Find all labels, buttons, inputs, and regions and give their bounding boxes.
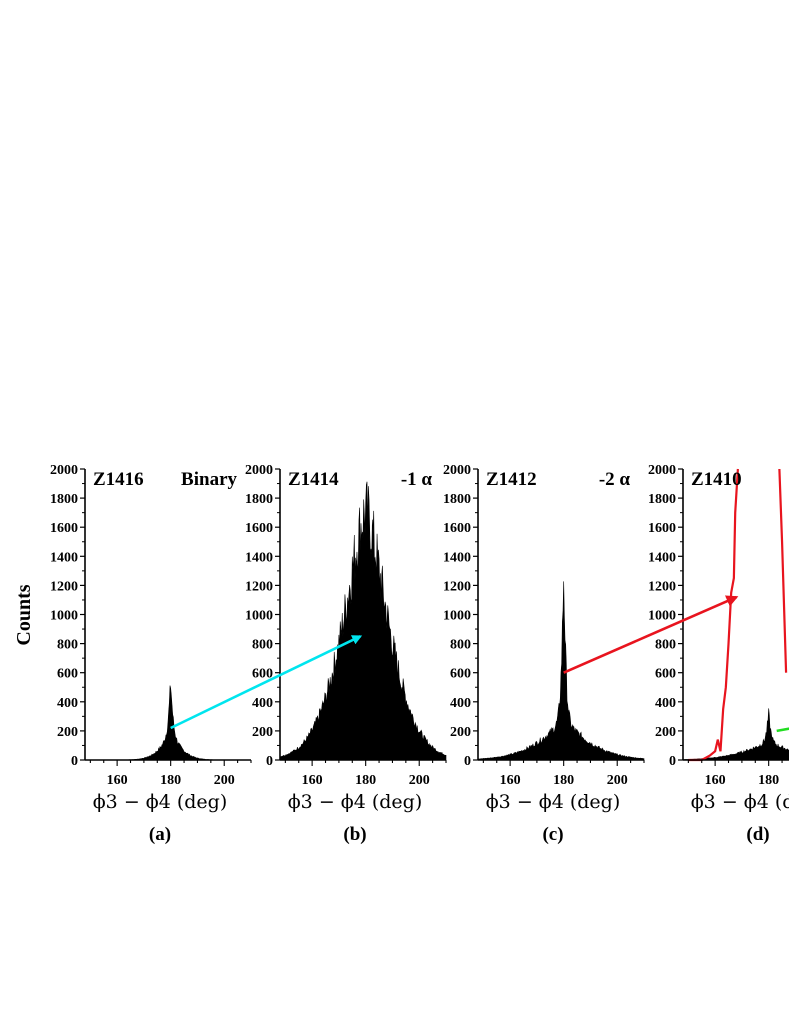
histogram-area-4	[682, 708, 789, 761]
panel-label: (a)	[149, 824, 171, 845]
y-tick-label: 2000	[648, 463, 676, 478]
y-tick-label: 600	[655, 667, 676, 682]
y-tick-label: 0	[266, 754, 273, 769]
y-tick-label: 1200	[50, 579, 78, 594]
y-tick-label: 800	[450, 638, 471, 653]
x-tick-label: 160	[500, 773, 521, 788]
y-tick-label: 2000	[50, 463, 78, 478]
y-tick-label: 1000	[648, 609, 676, 624]
y-tick-label: 1000	[443, 609, 471, 624]
panel-title-left: Z1414	[288, 469, 339, 490]
x-tick-label: 200	[607, 773, 628, 788]
cyan-arrow	[170, 635, 363, 730]
y-tick-label: 800	[57, 638, 78, 653]
red-arrow	[563, 595, 739, 674]
y-tick-label: 600	[450, 667, 471, 682]
y-tick-label: 1200	[648, 579, 676, 594]
x-tick-label: 180	[355, 773, 376, 788]
panel-label: (c)	[542, 824, 563, 845]
y-tick-label: 200	[57, 725, 78, 740]
x-tick-label: 180	[553, 773, 574, 788]
panel-2: 0 200 400 600 800 1000 1200 1400 1600 1800 2000 160…	[245, 463, 447, 845]
y-tick-label: 800	[655, 638, 676, 653]
y-tick-label: 0	[669, 754, 676, 769]
y-tick-label: 1400	[50, 550, 78, 565]
green-arrow	[776, 727, 789, 733]
x-tick-label: 180	[758, 773, 779, 788]
x-tick-label: 160	[705, 773, 726, 788]
panel-3: 0 200 400 600 800 1000 1200 1400 1600 1800 2000 160…	[443, 463, 645, 845]
y-tick-label: 0	[71, 754, 78, 769]
y-tick-label: 600	[252, 667, 273, 682]
y-tick-label: 1800	[443, 492, 471, 507]
panel-4: 0 200 400 600 800 1000 1200 1400 1600 1800 2000 160…	[648, 463, 789, 845]
y-tick-label: 400	[450, 696, 471, 711]
y-tick-label: 1600	[443, 521, 471, 536]
y-tick-label: 200	[252, 725, 273, 740]
y-tick-label: 1000	[245, 609, 273, 624]
y-tick-label: 200	[655, 725, 676, 740]
red-curve-left	[688, 468, 739, 762]
x-axis-label: ϕ3 − ϕ4 (deg)	[486, 791, 621, 813]
y-tick-label: 0	[464, 754, 471, 769]
x-tick-label: 200	[409, 773, 430, 788]
histogram-area-1	[85, 685, 251, 761]
y-tick-label: 1200	[245, 579, 273, 594]
y-axis-label: Counts	[13, 584, 35, 645]
panel-1: 0 200 400 600 800 1000 1200 1400 1600 1800 2000 160…	[50, 463, 252, 845]
panel-title-right: -1 α	[401, 469, 433, 490]
y-tick-label: 1800	[245, 492, 273, 507]
y-tick-label: 400	[252, 696, 273, 711]
x-axis-label: ϕ3 − ϕ4 (deg)	[288, 791, 423, 813]
x-axis-label: ϕ3 − ϕ4 (deg)	[691, 791, 789, 813]
y-tick-label: 1600	[245, 521, 273, 536]
y-tick-label: 1600	[50, 521, 78, 536]
x-tick-label: 200	[214, 773, 235, 788]
x-tick-label: 160	[302, 773, 323, 788]
y-tick-label: 1000	[50, 609, 78, 624]
y-tick-label: 2000	[443, 463, 471, 478]
panel-label: (b)	[343, 824, 366, 845]
y-tick-label: 1200	[443, 579, 471, 594]
red-curve-right	[778, 468, 788, 673]
x-axis-label: ϕ3 − ϕ4 (deg)	[93, 791, 228, 813]
x-tick-label: 180	[160, 773, 181, 788]
y-tick-label: 2000	[245, 463, 273, 478]
panel-label: (d)	[746, 824, 769, 845]
panel-title-left: Z1412	[486, 469, 537, 490]
y-tick-label: 600	[57, 667, 78, 682]
y-tick-label: 1600	[648, 521, 676, 536]
histogram-area-3	[477, 581, 645, 761]
panel-title-left: Z1410	[691, 469, 742, 490]
histogram-area-2	[279, 481, 447, 761]
y-tick-label: 1400	[443, 550, 471, 565]
y-tick-label: 1800	[648, 492, 676, 507]
y-tick-label: 1400	[648, 550, 676, 565]
y-tick-label: 800	[252, 638, 273, 653]
y-tick-label: 1800	[50, 492, 78, 507]
panel-title-right: -2 α	[599, 469, 631, 490]
y-tick-label: 400	[57, 696, 78, 711]
y-tick-label: 1400	[245, 550, 273, 565]
y-tick-label: 200	[450, 725, 471, 740]
y-tick-label: 400	[655, 696, 676, 711]
panel-title-left: Z1416	[93, 469, 144, 490]
x-tick-label: 160	[107, 773, 128, 788]
panel-title-right: Binary	[181, 469, 237, 490]
